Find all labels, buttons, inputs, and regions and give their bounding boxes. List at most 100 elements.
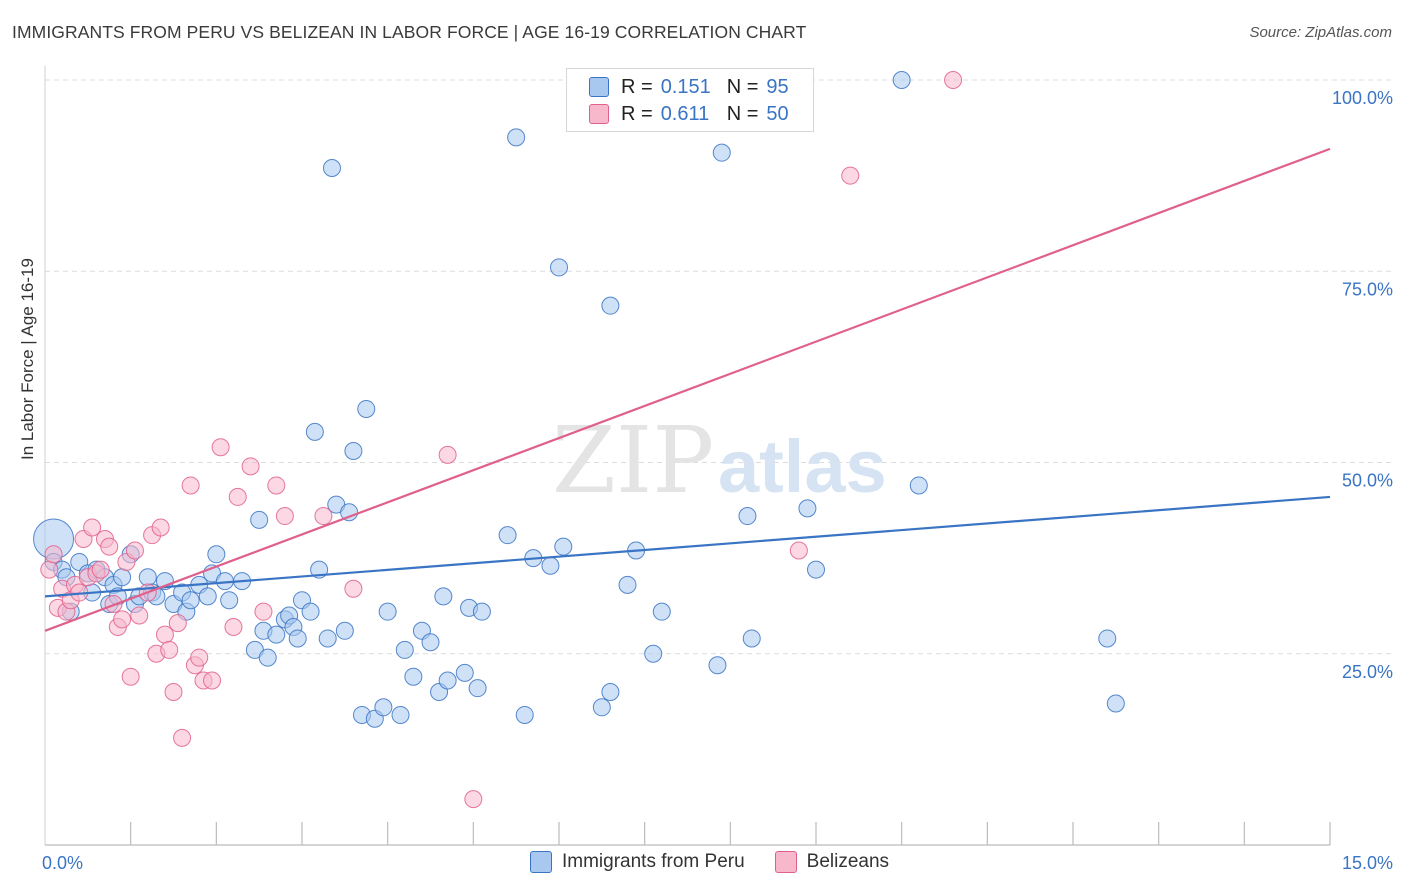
y-axis-title: In Labor Force | Age 16-19 — [18, 258, 37, 460]
data-point — [438, 671, 457, 690]
data-point — [515, 705, 534, 724]
data-point — [1098, 629, 1117, 648]
legend-swatch-peru — [530, 851, 552, 873]
legend-label-peru: Immigrants from Peru — [562, 851, 745, 872]
data-point — [708, 656, 727, 675]
legend-n-label: N = — [726, 102, 759, 125]
data-point — [168, 614, 187, 633]
data-point — [395, 640, 414, 659]
data-point — [305, 422, 324, 441]
data-point — [712, 143, 731, 162]
data-point — [250, 510, 269, 529]
data-point — [198, 587, 217, 606]
data-point — [644, 644, 663, 663]
data-point — [44, 545, 63, 564]
data-point — [374, 698, 393, 717]
data-point — [100, 537, 119, 556]
data-point — [322, 158, 341, 177]
data-point — [164, 683, 183, 701]
data-point — [742, 629, 761, 648]
trend-lines — [44, 147, 1331, 632]
data-point — [789, 541, 808, 560]
data-point — [267, 476, 286, 495]
correlation-legend: R = 0.151 N = 95 R = 0.611 N = 50 — [566, 68, 814, 132]
data-point — [130, 606, 149, 625]
data-point — [224, 617, 243, 636]
data-point — [151, 518, 170, 537]
data-point — [91, 560, 110, 579]
y-tick-label: 75.0% — [1342, 279, 1393, 299]
data-point — [541, 556, 560, 575]
watermark-zip: ZIP — [552, 407, 714, 514]
data-point — [173, 728, 192, 747]
data-point — [434, 587, 453, 606]
data-point — [391, 705, 410, 724]
source-label: Source: ZipAtlas.com — [1249, 24, 1392, 41]
data-point — [1106, 694, 1125, 713]
data-point — [121, 667, 140, 686]
data-point — [592, 698, 611, 717]
chart-title: IMMIGRANTS FROM PERU VS BELIZEAN IN LABO… — [12, 22, 807, 42]
data-point — [113, 568, 132, 587]
data-point — [738, 507, 757, 526]
data-point — [652, 602, 671, 621]
data-point — [438, 445, 457, 464]
data-point — [83, 518, 102, 537]
data-point — [944, 71, 963, 89]
data-point — [160, 640, 179, 659]
x-tick-label: 15.0% — [1342, 853, 1393, 873]
data-point — [275, 507, 294, 526]
data-point — [841, 166, 860, 185]
y-tick-label: 25.0% — [1342, 662, 1393, 682]
watermark-atlas: atlas — [718, 425, 887, 508]
data-point — [601, 296, 620, 315]
data-point — [618, 575, 637, 594]
data-point — [258, 648, 277, 667]
legend-item-belizeans: Belizeans — [774, 851, 889, 873]
y-tick-label: 100.0% — [1332, 88, 1393, 108]
data-point — [241, 457, 260, 476]
data-point — [498, 526, 517, 545]
data-point — [220, 591, 239, 610]
legend-item-peru: Immigrants from Peru — [530, 851, 745, 873]
data-point — [909, 476, 928, 495]
data-point — [344, 442, 363, 461]
data-point — [507, 128, 526, 147]
data-point — [203, 671, 222, 690]
data-point — [468, 679, 487, 698]
data-point — [318, 629, 337, 648]
legend-r-label: R = — [621, 75, 653, 98]
axes — [44, 66, 1331, 846]
legend-r-value: 0.151 — [660, 75, 711, 98]
data-point — [404, 667, 423, 686]
data-point — [421, 633, 440, 652]
data-point — [464, 790, 483, 809]
data-point — [807, 560, 825, 579]
gridlines — [45, 79, 1392, 655]
data-point — [254, 602, 273, 621]
data-point — [228, 487, 247, 506]
legend-swatch-belizeans — [589, 104, 609, 124]
data-point — [288, 629, 307, 648]
legend-n-value: 50 — [766, 102, 789, 125]
x-tick-label: 0.0% — [42, 853, 83, 873]
series-belizeans — [40, 71, 963, 809]
series-immigrants-from-peru — [33, 71, 1125, 728]
data-point — [357, 399, 376, 418]
data-point — [455, 663, 474, 682]
data-point — [207, 545, 226, 564]
data-point — [378, 602, 397, 621]
data-point — [340, 503, 359, 522]
data-point — [301, 602, 320, 621]
data-point — [138, 568, 157, 587]
data-point — [181, 476, 200, 495]
data-point — [335, 621, 354, 640]
watermark: ZIP atlas — [552, 407, 887, 514]
trend-line — [44, 495, 1331, 598]
y-tick-label: 50.0% — [1342, 471, 1393, 491]
data-point — [550, 258, 568, 277]
data-point — [40, 560, 59, 579]
data-point — [314, 507, 333, 526]
data-point — [125, 541, 144, 560]
